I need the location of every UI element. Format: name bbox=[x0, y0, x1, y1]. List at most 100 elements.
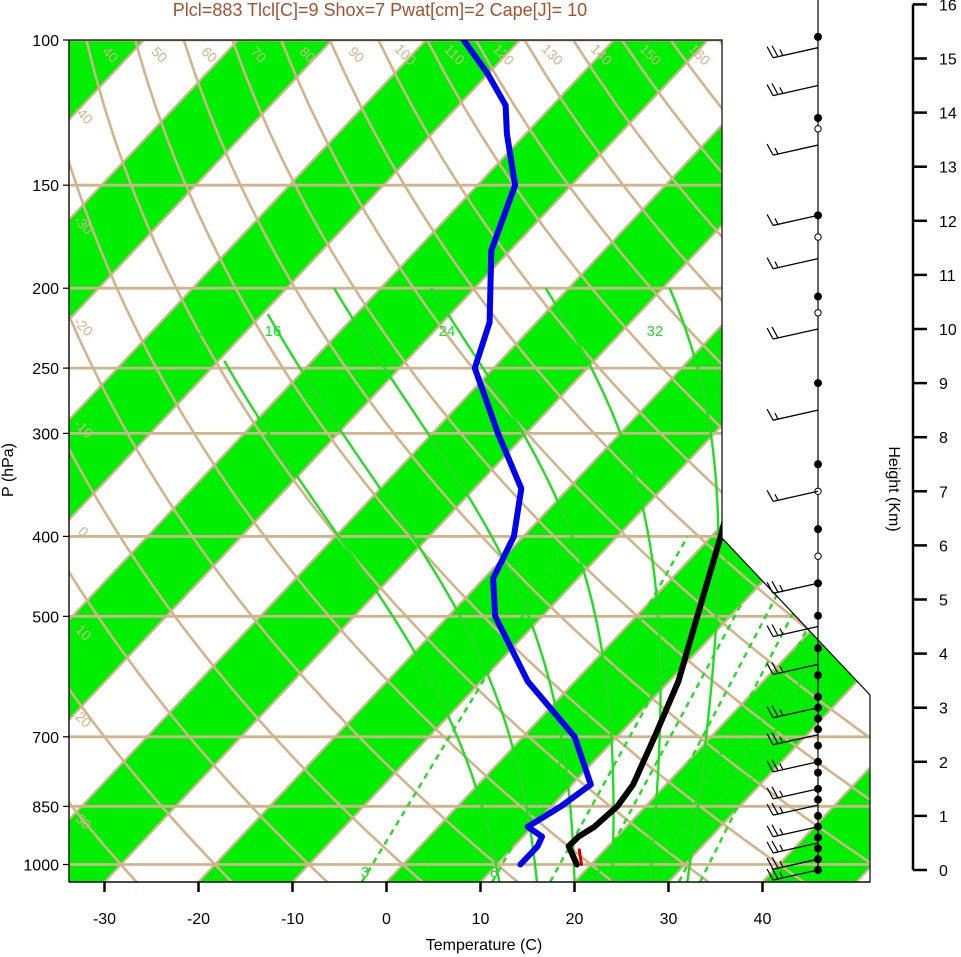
height-tick-label: 14 bbox=[939, 106, 957, 123]
pressure-tick-label: 150 bbox=[32, 178, 59, 195]
height-tick-label: 0 bbox=[939, 863, 948, 880]
height-marker-filled bbox=[814, 644, 822, 653]
wind-barb bbox=[766, 580, 819, 594]
height-marker-open bbox=[814, 309, 822, 317]
isotherm-label-right: 30 bbox=[721, 122, 748, 149]
temperature-tick-label: -10 bbox=[281, 911, 304, 928]
height-marker-filled bbox=[814, 692, 822, 701]
moist-adiabat bbox=[333, 287, 576, 882]
height-marker-filled bbox=[814, 833, 822, 842]
mixing-ratio-line bbox=[491, 535, 689, 882]
series-dewpoint-line bbox=[460, 40, 594, 868]
wind-barb bbox=[766, 786, 819, 800]
mixing-ratio-label: 16 bbox=[265, 323, 282, 340]
height-marker-open bbox=[814, 125, 822, 133]
temperature-tick-label: -30 bbox=[93, 911, 116, 928]
height-tick-label: 8 bbox=[939, 430, 948, 447]
height-tick-label: 13 bbox=[939, 160, 957, 177]
wind-barb-column bbox=[766, 0, 822, 881]
mixing-ratio-label: 3 bbox=[361, 864, 369, 881]
height-marker-filled bbox=[814, 32, 822, 41]
dry-adiabat bbox=[69, 40, 519, 882]
height-tick-label: 1 bbox=[939, 809, 948, 826]
height-marker-filled bbox=[814, 292, 822, 301]
wind-barb bbox=[766, 408, 819, 421]
temperature-axis-title: Temperature (C) bbox=[426, 937, 542, 954]
pressure-tick-label: 850 bbox=[32, 799, 59, 816]
dry-adiabat bbox=[69, 40, 424, 882]
height-tick-label: 2 bbox=[939, 755, 948, 772]
pressure-axis-title: P (hPa) bbox=[0, 443, 17, 497]
wind-barb bbox=[766, 824, 819, 838]
height-tick-label: 5 bbox=[939, 593, 948, 610]
isotherm-label-right: 10 bbox=[721, 339, 748, 366]
dry-adiabat bbox=[377, 40, 870, 882]
height-marker-filled bbox=[814, 460, 822, 469]
wind-barb bbox=[766, 83, 819, 97]
wind-barb bbox=[766, 257, 819, 270]
height-tick-label: 11 bbox=[939, 268, 956, 285]
height-tick-label: 9 bbox=[939, 376, 948, 393]
wind-barb bbox=[766, 143, 819, 156]
temperature-tick-label: 30 bbox=[660, 911, 678, 928]
pressure-tick-label: 300 bbox=[32, 426, 59, 443]
height-marker-filled bbox=[814, 114, 822, 123]
height-marker-open bbox=[814, 552, 822, 560]
isotherm-line bbox=[69, 40, 333, 882]
wind-barb bbox=[766, 759, 819, 773]
temperature-tick-label: 10 bbox=[472, 911, 490, 928]
dry-adiabat bbox=[231, 40, 870, 882]
pressure-tick-label: 250 bbox=[32, 361, 59, 378]
isotherm-band bbox=[69, 40, 870, 882]
height-tick-label: 7 bbox=[939, 484, 948, 501]
mixing-ratio-line bbox=[360, 535, 572, 882]
height-marker-filled bbox=[814, 525, 822, 534]
height-tick-label: 6 bbox=[939, 538, 948, 555]
height-marker-filled bbox=[814, 725, 822, 734]
temperature-tick-label: 20 bbox=[566, 911, 584, 928]
height-marker-filled bbox=[814, 795, 822, 804]
chart-title: Plcl=883 Tlcl[C]=9 Shox=7 Pwat[cm]=2 Cap… bbox=[173, 0, 587, 20]
height-marker-filled bbox=[814, 811, 822, 820]
dry-adiabat bbox=[766, 40, 870, 882]
wind-barb bbox=[766, 705, 819, 719]
isotherm-line bbox=[69, 40, 803, 882]
moist-adiabat bbox=[430, 287, 615, 882]
wind-barb bbox=[766, 856, 819, 870]
mixing-ratio-label: 24 bbox=[439, 323, 456, 340]
moist-adiabat bbox=[668, 287, 720, 882]
temperature-tick-label: -20 bbox=[187, 911, 210, 928]
height-marker-open bbox=[814, 233, 822, 241]
dry-adiabat bbox=[69, 40, 614, 882]
pressure-tick-label: 100 bbox=[32, 33, 59, 50]
pressure-tick-label: 500 bbox=[32, 609, 59, 626]
isotherm-band bbox=[762, 40, 870, 882]
mixing-ratio-label: 8 bbox=[490, 864, 498, 881]
pressure-axis: 100 150 200 250 300 400 500 700 850 1000 bbox=[23, 33, 70, 882]
height-tick-label: 12 bbox=[939, 214, 957, 231]
isotherm-label-right: 0 bbox=[722, 458, 742, 478]
pressure-tick-label: 200 bbox=[32, 281, 59, 298]
height-marker-filled bbox=[814, 379, 822, 388]
wind-barb bbox=[766, 867, 819, 881]
isotherm-line bbox=[69, 40, 615, 882]
dry-adiabat bbox=[69, 40, 233, 882]
mixing-ratio-label: 12 bbox=[189, 323, 206, 340]
isotherm-label: -20 bbox=[71, 314, 97, 340]
wind-barb bbox=[766, 624, 819, 638]
wind-barb bbox=[766, 732, 819, 746]
temperature-axis: -30 -20 -10 0 10 20 30 40 bbox=[69, 881, 870, 928]
height-tick-label: 16 bbox=[939, 0, 957, 14]
dry-adiabat bbox=[69, 40, 138, 882]
pressure-tick-label: 400 bbox=[32, 529, 59, 546]
dry-adiabat bbox=[69, 40, 329, 882]
isotherm-band bbox=[574, 40, 870, 882]
isotherm-line bbox=[69, 40, 239, 882]
height-marker-filled bbox=[814, 671, 822, 680]
isotherm-band bbox=[69, 40, 520, 882]
dry-adiabat bbox=[85, 40, 710, 882]
isotherm-band bbox=[69, 40, 708, 882]
pressure-tick-label: 1000 bbox=[23, 858, 59, 875]
